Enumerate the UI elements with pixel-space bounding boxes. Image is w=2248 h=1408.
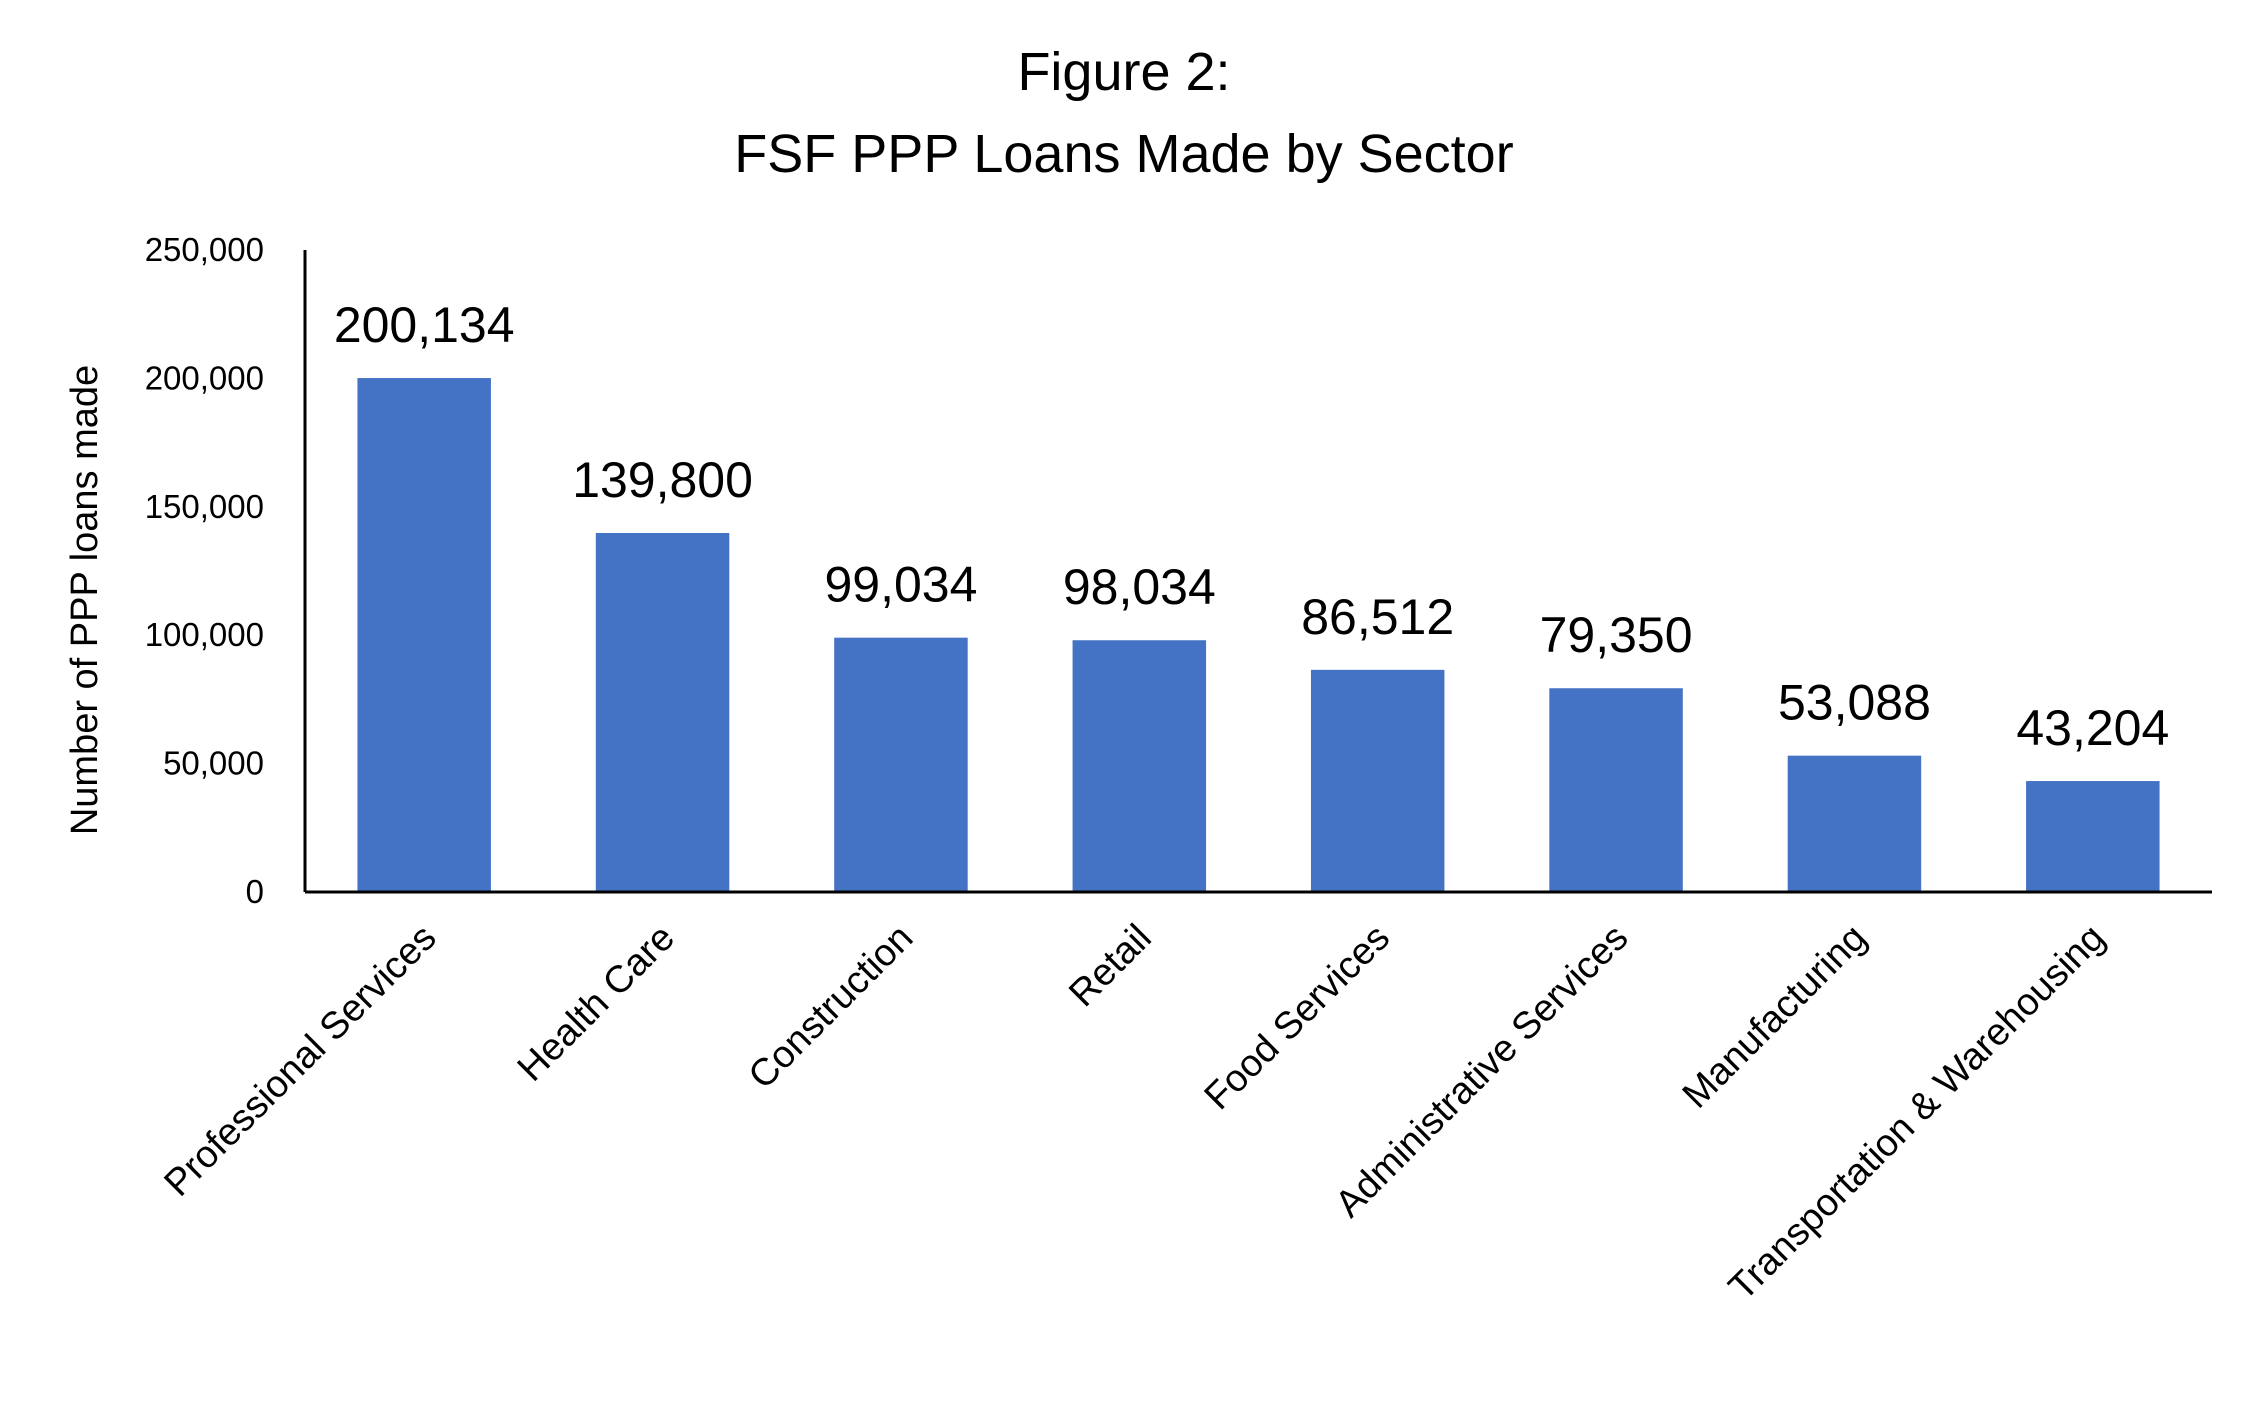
x-tick-label: Health Care bbox=[510, 917, 683, 1090]
bar bbox=[1549, 688, 1683, 892]
y-axis-label: Number of PPP loans made bbox=[64, 365, 106, 835]
chart-title-line-2: FSF PPP Loans Made by Sector bbox=[734, 124, 1513, 184]
x-axis-ticks: Professional Services Health Care Construc… bbox=[156, 917, 2113, 1309]
x-tick-label: Retail bbox=[1061, 917, 1159, 1015]
bar bbox=[1072, 640, 1207, 892]
y-tick-label: 200,000 bbox=[145, 359, 264, 396]
data-labels: 200,134 139,800 99,034 98,034 86,512 79,350 53… bbox=[334, 297, 2169, 756]
bars bbox=[357, 378, 2160, 892]
data-label: 139,800 bbox=[572, 452, 753, 508]
x-tick-label: Professional Services bbox=[156, 917, 444, 1205]
x-tick-label: Manufacturing bbox=[1675, 917, 1875, 1117]
x-tick-label: Construction bbox=[741, 917, 922, 1098]
y-axis-ticks: 0 50,000 100,000 150,000 200,000 250,000 bbox=[145, 231, 264, 910]
bar bbox=[2026, 781, 2160, 892]
bar bbox=[357, 378, 491, 892]
data-label: 200,134 bbox=[334, 297, 515, 353]
x-tick-label: Transportation & Warehousing bbox=[1721, 917, 2113, 1309]
y-tick-label: 0 bbox=[246, 873, 264, 910]
data-label: 86,512 bbox=[1301, 589, 1454, 645]
x-tick-label: Food Services bbox=[1197, 917, 1398, 1118]
data-label: 79,350 bbox=[1540, 607, 1693, 663]
data-label: 53,088 bbox=[1778, 675, 1931, 731]
y-tick-label: 150,000 bbox=[145, 488, 264, 525]
bar bbox=[1787, 755, 1922, 892]
bar bbox=[595, 532, 730, 892]
y-tick-label: 250,000 bbox=[145, 231, 264, 268]
y-tick-label: 100,000 bbox=[145, 616, 264, 653]
bar bbox=[834, 637, 968, 892]
bar bbox=[1310, 669, 1445, 892]
chart-title-line-1: Figure 2: bbox=[1017, 42, 1230, 102]
data-label: 99,034 bbox=[824, 557, 977, 613]
y-tick-label: 50,000 bbox=[163, 745, 264, 782]
data-label: 98,034 bbox=[1063, 559, 1216, 615]
data-label: 43,204 bbox=[2016, 700, 2169, 756]
